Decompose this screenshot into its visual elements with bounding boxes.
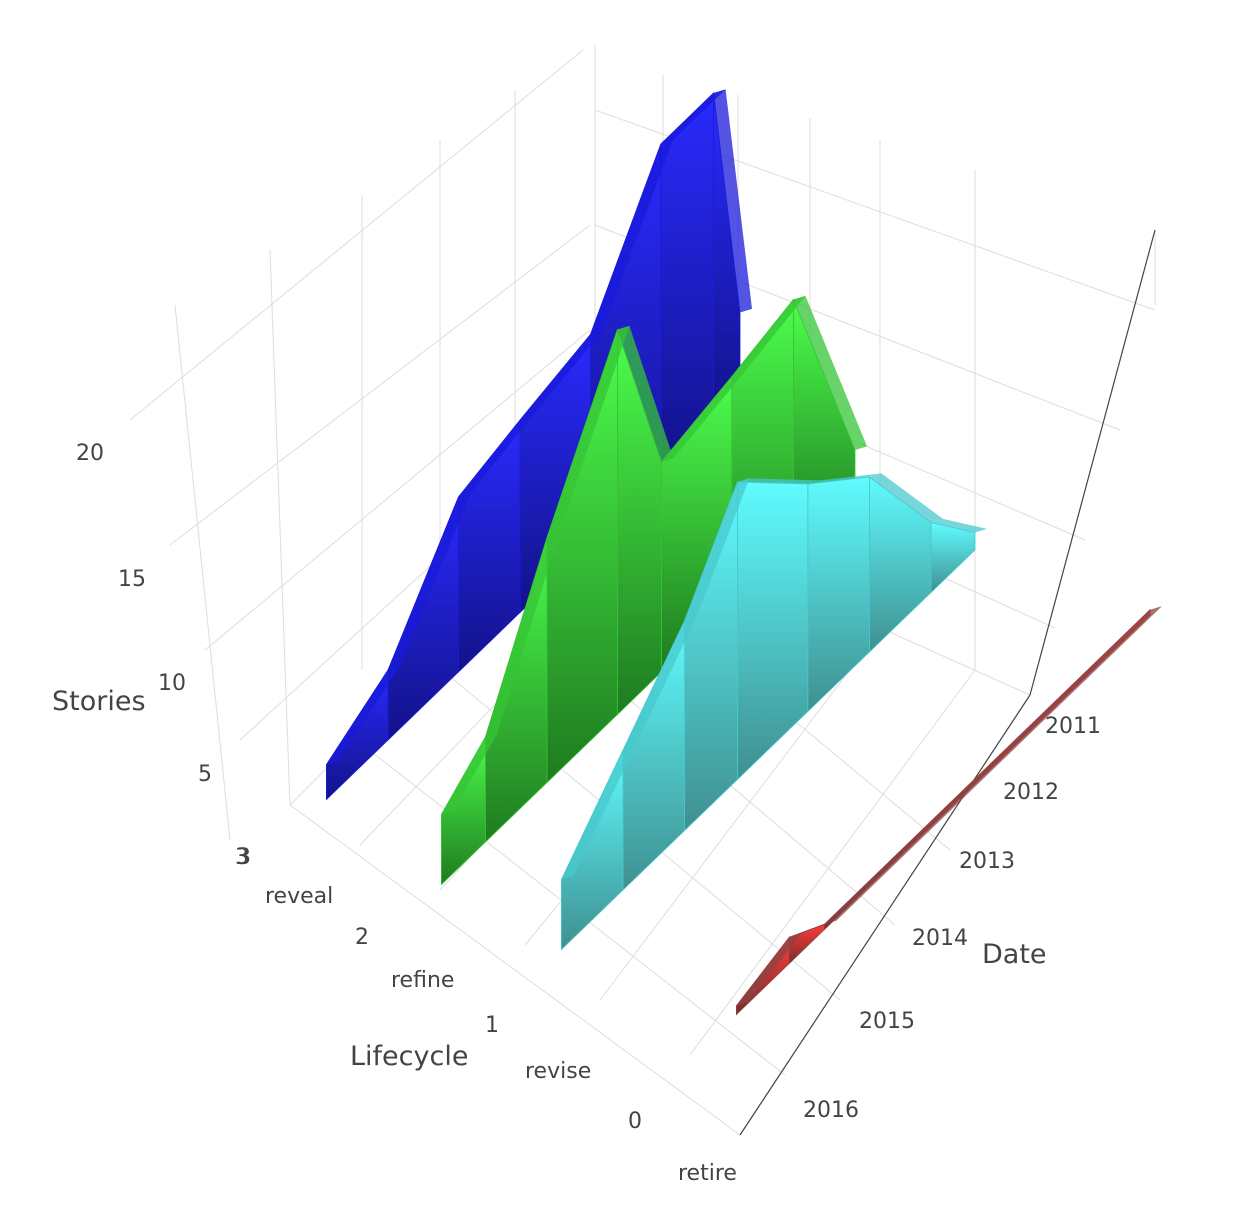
ribbon-top <box>713 89 752 313</box>
ribbon-top <box>824 606 1162 925</box>
ribbon-top <box>793 295 867 450</box>
ribbons <box>325 89 1162 1016</box>
z-tick-label: 15 <box>118 567 146 592</box>
z-tick-label: 20 <box>76 441 104 466</box>
y-tick-label: 3 <box>237 845 251 870</box>
ribbon-top <box>590 140 673 335</box>
ribbon-panel <box>807 476 870 713</box>
ribbon-top <box>458 416 532 497</box>
ribbon-panel <box>457 418 521 673</box>
ribbon-top <box>520 330 603 420</box>
y-tick-label: refine <box>391 968 454 993</box>
y-tick-label: revise <box>525 1059 591 1084</box>
ribbon-top <box>623 616 697 750</box>
ribbon-top <box>660 89 726 144</box>
x-tick-label: 2012 <box>1003 780 1059 805</box>
ribbon-top <box>684 478 750 621</box>
left-wall-grid <box>129 49 591 841</box>
x-axis-title: Date <box>982 939 1047 970</box>
ribbon-top <box>737 478 820 484</box>
ribbon-panel <box>788 923 825 965</box>
ribbon-top <box>869 473 943 523</box>
y-tick-label: 2 <box>355 925 369 950</box>
x-tick-label: 2013 <box>959 849 1015 874</box>
ribbon-top <box>441 733 498 815</box>
ribbon-top <box>789 920 837 938</box>
ribbon-top <box>388 493 471 670</box>
ribbon-top <box>931 518 987 533</box>
x-tick-label: 2014 <box>912 926 968 951</box>
z-tick-label: 5 <box>198 762 212 787</box>
ribbon-top <box>617 325 674 462</box>
ribbon-revise <box>561 473 987 951</box>
ribbon-panel <box>737 481 809 781</box>
ribbon-retire <box>736 606 1162 1016</box>
ribbon-top <box>485 533 559 737</box>
tick-labels: 2011201220132014201520163reveal2refine1r… <box>76 441 1101 1186</box>
ribbon-top <box>661 372 744 462</box>
ribbon-top <box>731 295 806 377</box>
x-tick-label: 2011 <box>1045 714 1101 739</box>
ribbon-top <box>561 746 635 880</box>
ribbon-top <box>807 473 882 484</box>
y-tick-label: retire <box>678 1161 737 1186</box>
y-tick-label: 1 <box>485 1013 499 1038</box>
z-axis-title: Stories <box>52 686 146 717</box>
y-tick-label: reveal <box>265 884 333 909</box>
y-tick-label: 0 <box>628 1109 642 1134</box>
y-axis-title: Lifecycle <box>350 1041 468 1072</box>
ribbon-top <box>547 325 630 538</box>
axis-lines <box>739 229 1156 1136</box>
ribbon-top <box>736 933 802 1006</box>
x-tick-label: 2016 <box>803 1098 859 1123</box>
z-tick-label: 10 <box>158 671 186 696</box>
x-tick-label: 2015 <box>859 1009 915 1034</box>
ribbon-top <box>326 666 400 765</box>
z-tick-label: 3 <box>235 845 249 870</box>
